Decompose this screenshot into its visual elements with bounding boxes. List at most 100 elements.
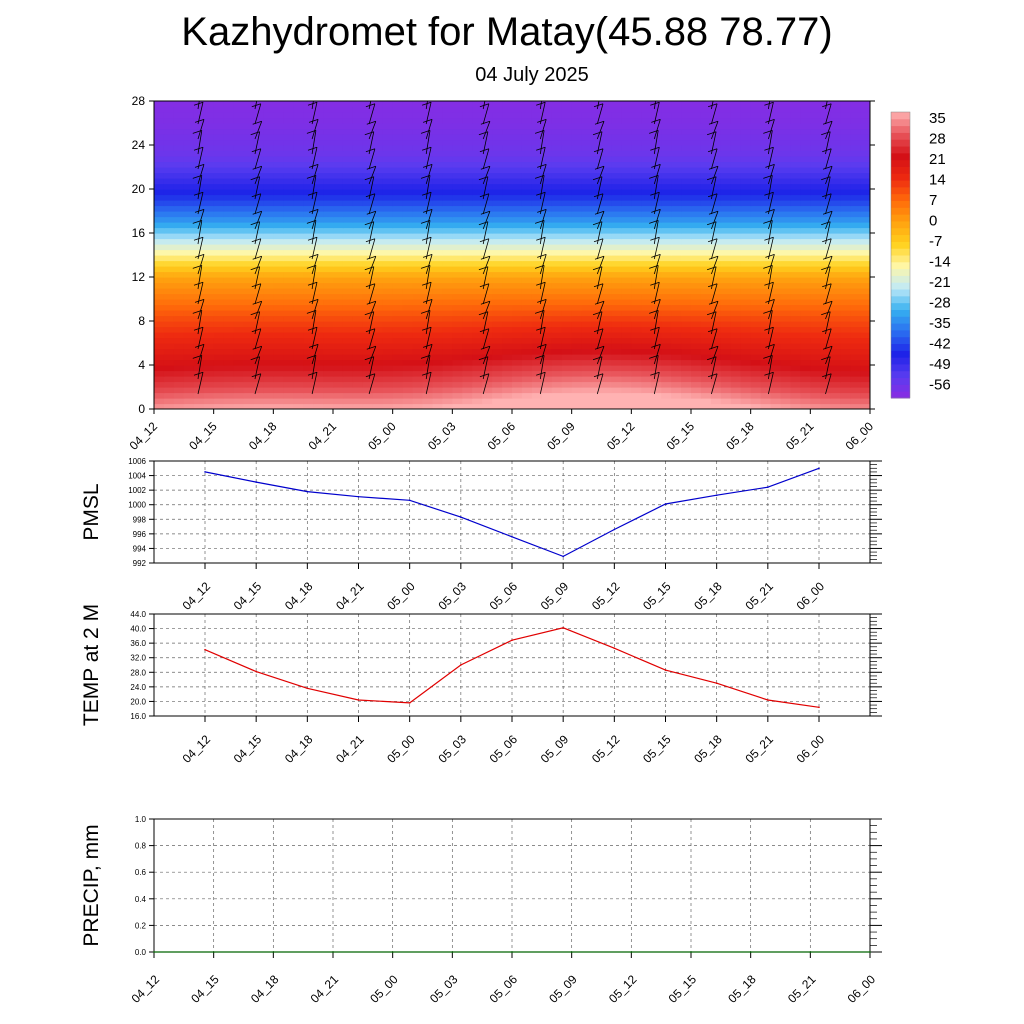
heatmap-cell <box>611 194 622 201</box>
heatmap-cell <box>432 216 443 223</box>
heatmap-cell <box>273 161 284 168</box>
heatmap-cell <box>482 370 493 377</box>
heatmap-cell <box>621 134 632 141</box>
heatmap-cell <box>333 200 344 207</box>
wind-barb-feather <box>764 371 774 376</box>
heatmap-cell <box>700 376 712 383</box>
heatmap-cell <box>810 359 821 366</box>
wind-barb-feather <box>479 87 488 90</box>
heatmap-cell <box>770 354 782 361</box>
heatmap-cell <box>412 106 424 113</box>
heatmap-cell <box>213 222 225 229</box>
heatmap-cell <box>830 304 841 311</box>
heatmap-cell <box>163 167 175 174</box>
heatmap-cell <box>581 365 593 372</box>
heatmap-cell <box>541 299 553 306</box>
heatmap-cell <box>333 161 344 168</box>
heatmap-cell <box>740 381 752 388</box>
heatmap-cell <box>442 282 453 289</box>
heatmap-cell <box>651 161 662 168</box>
heatmap-cell <box>233 304 245 311</box>
heatmap-cell <box>671 332 682 339</box>
heatmap-cell <box>263 189 274 196</box>
heatmap-cell <box>601 398 613 405</box>
heatmap-cell <box>472 238 483 245</box>
heatmap-cell <box>342 167 354 174</box>
heatmap-cell <box>412 381 424 388</box>
heatmap-cell <box>830 167 841 174</box>
heatmap-cell <box>472 398 483 405</box>
wind-barb <box>711 166 719 185</box>
heatmap-cell <box>313 337 324 344</box>
wind-barb <box>825 121 833 140</box>
heatmap-cell <box>492 167 503 174</box>
heatmap-cell <box>780 128 792 135</box>
heatmap-cell <box>521 260 533 267</box>
heatmap-cell <box>293 139 304 146</box>
wind-barb <box>539 102 546 125</box>
wind-barb-feather <box>420 265 431 269</box>
heatmap-cell <box>342 123 354 130</box>
heatmap-cell <box>452 112 463 119</box>
heatmap-cell <box>551 183 563 190</box>
heatmap-cell <box>541 216 553 223</box>
heatmap-cell <box>352 156 364 163</box>
heatmap-cell <box>303 304 314 311</box>
heatmap-cell <box>293 249 304 256</box>
heatmap-cell <box>293 310 304 317</box>
heatmap-cell <box>163 392 175 399</box>
heatmap-cell <box>482 348 493 355</box>
heatmap-cell <box>342 134 354 141</box>
heatmap-cell <box>313 156 324 163</box>
x-tick-label: 05_06 <box>487 972 521 1006</box>
wind-barb-feather <box>763 265 773 269</box>
heatmap-cell <box>253 172 264 179</box>
heatmap-cell <box>561 288 573 295</box>
heatmap-cell <box>561 112 573 119</box>
heatmap-cell <box>283 211 294 218</box>
heatmap-cell <box>472 106 483 113</box>
heatmap-cell <box>492 271 503 278</box>
heatmap-cell <box>551 216 563 223</box>
heatmap-cell <box>342 271 354 278</box>
heatmap-cell <box>710 249 722 256</box>
wind-barb <box>425 344 433 365</box>
heatmap-cell <box>750 178 762 185</box>
x-tick-label: 05_15 <box>640 579 674 613</box>
heatmap-cell <box>740 139 752 146</box>
heatmap-cell <box>661 343 672 350</box>
data-point <box>204 471 206 473</box>
heatmap-cell <box>521 161 533 168</box>
heatmap-cell <box>183 304 195 311</box>
heatmap-cell <box>740 398 752 405</box>
heatmap-cell <box>432 189 443 196</box>
wind-barb <box>539 119 547 140</box>
heatmap-cell <box>512 200 523 207</box>
wind-barb <box>768 175 773 200</box>
heatmap-cell <box>790 381 801 388</box>
heatmap-cell <box>531 376 543 383</box>
heatmap-cell <box>273 172 284 179</box>
heatmap-cell <box>621 293 632 300</box>
heatmap-cell <box>780 189 792 196</box>
heatmap-cell <box>352 321 364 328</box>
heatmap-cell <box>750 266 762 273</box>
heatmap-cell <box>263 211 274 218</box>
heatmap-cell <box>750 244 762 251</box>
heatmap-cell <box>432 205 443 212</box>
heatmap-cell <box>362 233 374 240</box>
wind-barb-feather <box>537 344 547 348</box>
wind-barb-feather <box>763 310 773 314</box>
heatmap-cell <box>720 326 732 333</box>
heatmap-cell <box>173 266 185 273</box>
heatmap-cell <box>512 128 523 135</box>
heatmap-cell <box>333 117 344 124</box>
heatmap-cell <box>372 244 384 251</box>
heatmap-cell <box>462 123 473 130</box>
heatmap-cell <box>203 277 215 284</box>
heatmap-cell <box>671 348 682 355</box>
heatmap-cell <box>422 271 434 278</box>
heatmap-cell <box>243 299 255 306</box>
heatmap-cell <box>820 128 831 135</box>
heatmap-cell <box>790 128 801 135</box>
